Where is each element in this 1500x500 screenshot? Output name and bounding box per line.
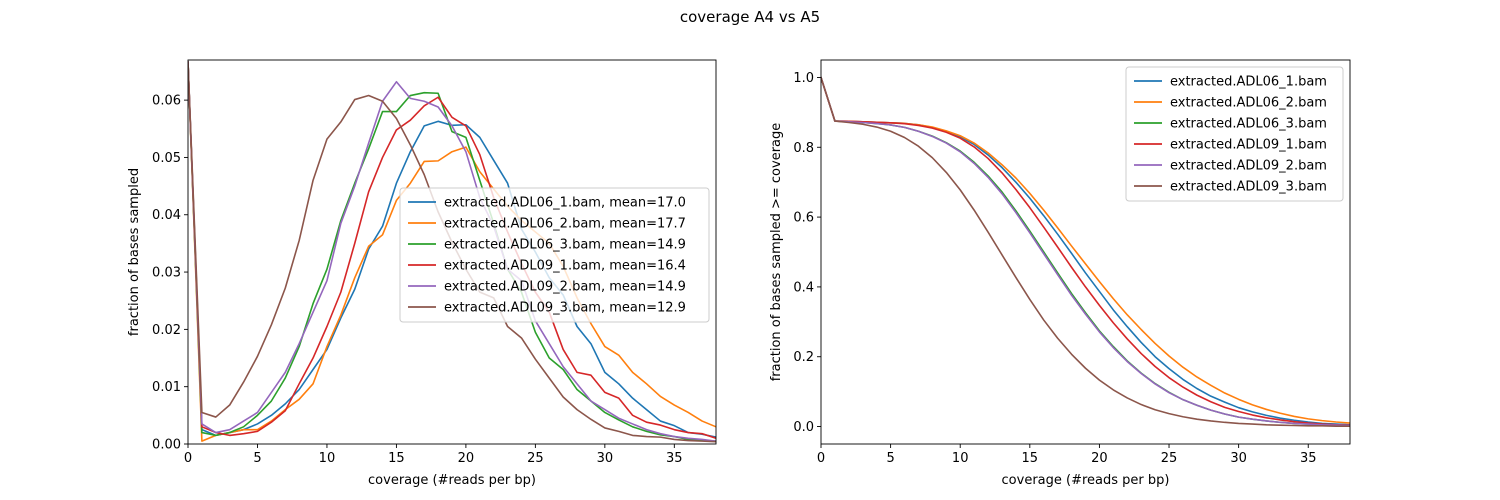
- y-tick-label: 0.0: [793, 420, 814, 435]
- figure-title: coverage A4 vs A5: [680, 8, 820, 26]
- series-line-2: [188, 60, 716, 442]
- x-tick-label: 35: [1300, 451, 1317, 466]
- y-axis-label: fraction of bases sampled >= coverage: [769, 123, 784, 382]
- axes-frame: [187, 59, 717, 445]
- x-tick-label: 30: [1230, 451, 1247, 466]
- series-line-5: [821, 76, 1350, 428]
- x-tick-label: 25: [1161, 451, 1178, 466]
- y-tick-label: 0.01: [152, 380, 181, 395]
- series-line-1: [188, 60, 716, 442]
- right-panel-cumulative: 0 5 10 15 20 25 30 35 0.0 0.2 0.4 0.6 0.8 1.0 coverage…: [769, 59, 1351, 488]
- x-axis-label: coverage (#reads per bp): [368, 473, 536, 488]
- legend-label: extracted.ADL09_2.bam: [1170, 159, 1327, 174]
- series-lines: [821, 76, 1350, 428]
- y-tick-label: 0.06: [152, 94, 181, 109]
- x-tick-label: 10: [952, 451, 969, 466]
- x-tick-label: 20: [1091, 451, 1108, 466]
- series-line-3: [188, 60, 716, 440]
- legend-label: extracted.ADL06_2.bam, mean=17.7: [444, 217, 686, 232]
- legend-label: extracted.ADL09_1.bam: [1170, 138, 1327, 153]
- y-tick-label: 0.00: [152, 438, 181, 453]
- y-tick-label: 0.8: [793, 141, 814, 156]
- legend-box: [399, 187, 710, 323]
- legend-label: extracted.ADL09_3.bam, mean=12.9: [444, 301, 686, 316]
- legend-box: [1125, 66, 1344, 202]
- left-panel-histogram: 0 5 10 15 20 25 30 35 0.00 0.01 0.02 0.03 0.04 0.05 0.…: [127, 59, 717, 488]
- legend-label: extracted.ADL06_2.bam: [1170, 96, 1327, 111]
- series-line-3: [821, 76, 1350, 426]
- legend-label: extracted.ADL09_3.bam: [1170, 180, 1327, 195]
- legend-label: extracted.ADL09_2.bam, mean=14.9: [444, 280, 686, 295]
- x-tick-label: 0: [817, 451, 825, 466]
- y-axis-label: fraction of bases sampled: [127, 168, 142, 336]
- x-tick-label: 0: [184, 451, 192, 466]
- legend: extracted.ADL06_1.bam extracted.ADL06_2.b…: [1125, 66, 1344, 202]
- series-line-4: [188, 60, 716, 442]
- legend-label: extracted.ADL06_1.bam: [1170, 75, 1327, 90]
- x-tick-label: 15: [1022, 451, 1039, 466]
- legend-label: extracted.ADL06_3.bam, mean=14.9: [444, 238, 686, 253]
- axes-frame: [820, 59, 1351, 445]
- x-axis-label: coverage (#reads per bp): [1002, 473, 1170, 488]
- x-tick-label: 5: [886, 451, 894, 466]
- x-tick-label: 25: [527, 451, 544, 466]
- y-tick-label: 0.02: [152, 323, 181, 338]
- y-tick-label: 0.03: [152, 266, 181, 281]
- x-tick-label: 30: [597, 451, 614, 466]
- series-line-4: [821, 76, 1350, 427]
- y-tick-label: 1.0: [793, 71, 814, 86]
- x-tick-label: 35: [666, 451, 683, 466]
- y-tick-label: 0.2: [793, 350, 814, 365]
- y-tick-label: 0.05: [152, 151, 181, 166]
- x-tick-label: 5: [253, 451, 261, 466]
- legend-label: extracted.ADL06_1.bam, mean=17.0: [444, 196, 686, 211]
- y-tick-label: 0.4: [793, 280, 814, 295]
- legend-label: extracted.ADL09_1.bam, mean=16.4: [444, 259, 686, 274]
- x-tick-label: 20: [458, 451, 475, 466]
- y-tick-label: 0.04: [152, 208, 181, 223]
- legend: extracted.ADL06_1.bam, mean=17.0 extracte…: [399, 187, 710, 323]
- legend-label: extracted.ADL06_3.bam: [1170, 117, 1327, 132]
- x-tick-label: 15: [388, 451, 405, 466]
- x-tick-label: 10: [319, 451, 336, 466]
- y-tick-label: 0.6: [793, 211, 814, 226]
